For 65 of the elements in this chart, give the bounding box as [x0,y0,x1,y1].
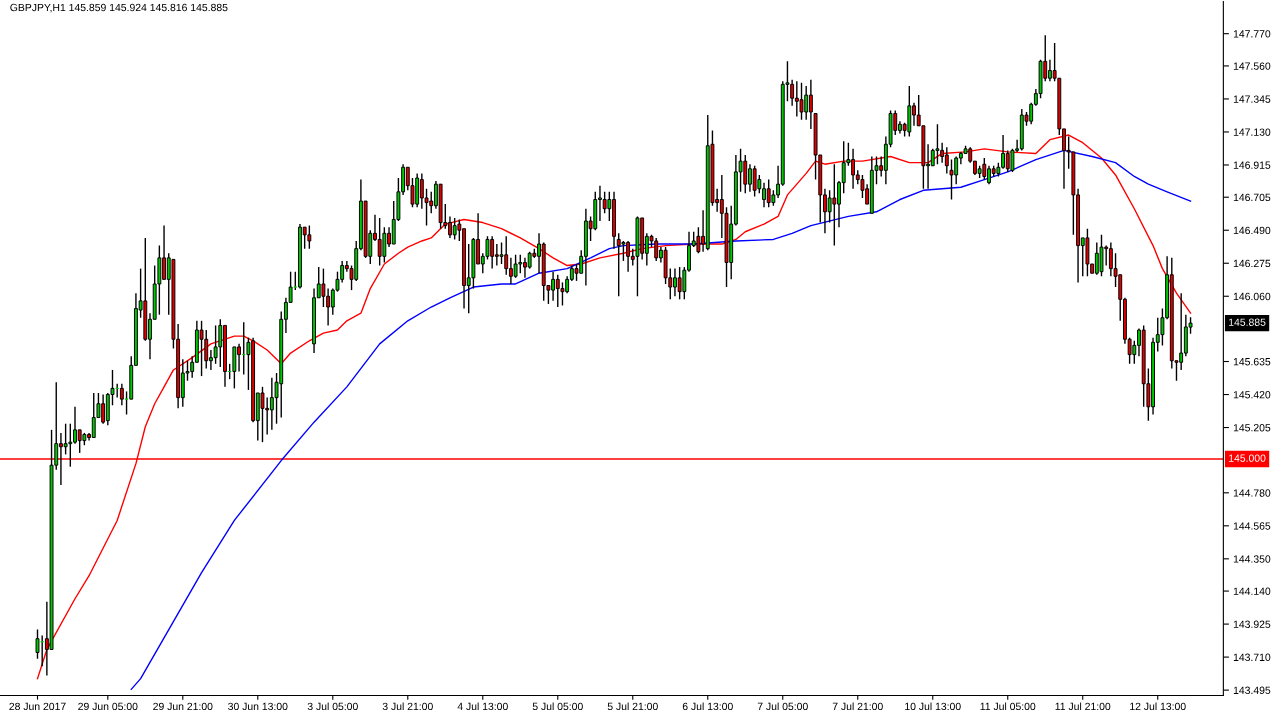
y-tick-label: 147.345 [1233,95,1271,103]
x-tick-label: 5 Jul 05:00 [532,702,583,711]
candlestick [982,157,987,181]
x-tick-label: 6 Jul 13:00 [682,702,733,711]
candlestick [616,232,621,297]
y-tick-label: 145.205 [1233,424,1271,432]
x-tick-label: 7 Jul 05:00 [757,702,808,711]
candlestick [832,163,837,247]
x-tick-label: 12 Jul 13:00 [1130,702,1186,711]
candlestick [382,226,387,264]
x-tick-label: 7 Jul 21:00 [832,702,883,711]
candlestick [307,224,312,250]
x-tick-label: 3 Jul 21:00 [382,702,433,711]
y-tick-label: 145.635 [1233,358,1271,366]
chart-title: GBPJPY,H1 145.859 145.924 145.816 145.885 [10,3,228,13]
y-tick-label: 147.770 [1233,30,1271,38]
candlestick [677,266,682,301]
candlestick [213,324,218,365]
y-tick-label: 147.130 [1233,128,1271,136]
y-tick-label: 143.925 [1233,620,1271,628]
ref-line-label: 145.000 [1229,454,1266,462]
candlestick [377,217,382,267]
x-tick-label: 30 Jun 13:00 [228,702,288,711]
candlestick [77,429,82,454]
candlestick [560,281,565,307]
y-tick-label: 144.780 [1233,489,1271,497]
y-tick-label: 144.140 [1233,587,1271,595]
y-tick-label: 146.705 [1233,193,1271,202]
y-tick-label: 143.495 [1233,686,1271,694]
candlestick [452,217,457,241]
y-tick-label: 147.560 [1233,62,1271,70]
candlestick [799,82,804,121]
x-tick-label: 29 Jun 05:00 [78,702,138,711]
candlestick [218,318,223,368]
candlestick [499,241,504,265]
y-tick-label: 146.915 [1233,161,1271,169]
y-tick-label: 144.565 [1233,522,1271,530]
x-tick-label: 5 Jul 21:00 [607,702,658,711]
candlestick [485,235,490,261]
y-tick-label: 145.420 [1233,391,1271,399]
x-tick-label: 3 Jul 05:00 [307,702,358,711]
candlestick [602,191,607,215]
candlestick [827,189,832,224]
x-tick-label: 11 Jul 21:00 [1055,702,1111,711]
x-tick-label: 11 Jul 05:00 [980,702,1036,711]
candlestick [68,423,73,468]
candlestick [119,383,124,406]
x-tick-label: 29 Jun 21:00 [153,702,213,711]
candlestick [752,165,757,198]
y-tick-label: 146.490 [1233,226,1271,235]
x-tick-label: 28 Jun 2017 [9,702,66,711]
y-tick-label: 146.060 [1233,292,1271,301]
candlestick [199,320,204,377]
candlestick [621,240,626,262]
x-tick-label: 10 Jul 13:00 [905,702,961,711]
candlestick [696,226,701,254]
candlestick [935,123,940,165]
candlestick [260,386,265,443]
y-tick-label: 143.710 [1233,653,1271,661]
y-tick-label: 144.350 [1233,555,1271,563]
text: 145.885 [1229,318,1266,326]
candlestick [63,423,68,456]
x-tick-label: 4 Jul 13:00 [457,702,508,711]
candlestick [766,178,771,208]
y-tick-label: 146.275 [1233,259,1271,268]
